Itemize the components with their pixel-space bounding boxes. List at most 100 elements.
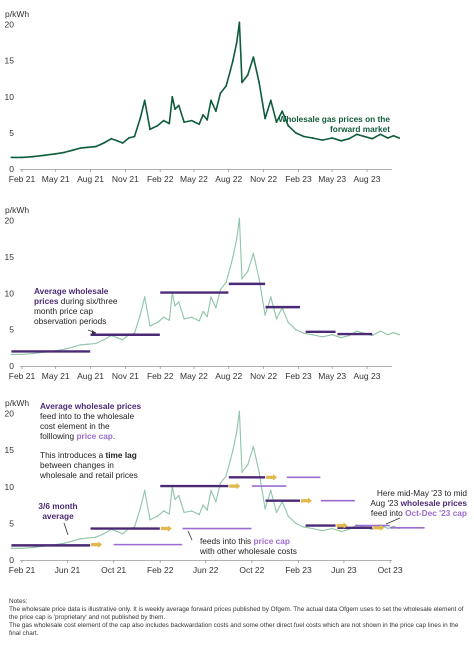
x-tick-label: May 21 <box>42 174 70 184</box>
p3-feeds-line-2: with other wholesale costs <box>199 546 297 556</box>
x-tick-label: Jun 23 <box>331 565 357 575</box>
p3-text-line-5-part-1: time lag <box>105 450 136 460</box>
x-tick-label: Nov 21 <box>112 174 139 184</box>
data-point <box>235 41 238 44</box>
data-point <box>340 337 342 339</box>
y-tick-label: 10 <box>5 288 15 298</box>
y-tick-label: 20 <box>5 409 15 419</box>
data-point <box>206 509 208 511</box>
p3-text-line-2: feed into to the wholesale <box>40 411 134 421</box>
y-unit-label: p/kWh <box>5 398 29 408</box>
annotation-average-line-4: observation periods <box>34 316 106 326</box>
data-point <box>321 139 324 142</box>
data-point <box>241 471 243 473</box>
data-point <box>287 515 289 517</box>
p3-text-line-3: cost element in the <box>40 421 110 431</box>
x-tick-label: Feb 21 <box>9 174 36 184</box>
x-tick-label: Nov 22 <box>250 174 277 184</box>
data-point <box>287 124 290 127</box>
data-point <box>110 137 113 140</box>
notes-heading: Notes: <box>9 598 28 605</box>
y-tick-label: 0 <box>9 164 14 174</box>
data-point <box>331 334 333 336</box>
data-point <box>149 325 151 327</box>
chart-figure: p/kWh 0 5 10 15 20 Feb 21 May 21 Aug 21 Nov 21 Feb… <box>5 9 468 575</box>
data-point <box>143 99 146 102</box>
data-point <box>363 135 366 138</box>
p3-text-line-5: This introduces a time lag <box>40 450 137 460</box>
data-point <box>10 156 13 159</box>
data-point <box>174 305 176 307</box>
data-point <box>321 336 323 338</box>
data-point <box>236 431 238 433</box>
data-point <box>303 332 305 334</box>
data-point <box>183 318 185 320</box>
p3-text-line-7: wholesale and retail prices <box>39 470 138 480</box>
data-point <box>21 547 23 549</box>
data-point <box>10 547 13 549</box>
data-point <box>121 142 124 144</box>
data-point <box>225 281 227 284</box>
data-point <box>183 121 186 123</box>
data-point <box>386 137 389 139</box>
p3-text-line-1-part-0: Average wholesale prices <box>40 401 142 411</box>
data-point <box>43 154 46 157</box>
p3-right-line-2-part-1: wholesale prices <box>400 498 468 508</box>
data-point <box>387 334 389 336</box>
data-point <box>355 133 358 136</box>
x-tick-label: Aug 21 <box>77 174 104 184</box>
data-point <box>87 146 89 149</box>
p3-right-line-3-part-0: feed into <box>371 508 405 518</box>
lag-arrow-4 <box>300 497 312 504</box>
lag-arrow-6 <box>373 524 385 532</box>
data-point <box>215 307 217 309</box>
data-point <box>103 339 105 341</box>
data-point <box>238 410 241 413</box>
data-point <box>102 142 105 144</box>
x-tick-label: May 22 <box>180 371 208 381</box>
notes-line-2: The gas wholesale cost element of the ca… <box>9 622 459 637</box>
data-point <box>311 137 314 139</box>
data-point <box>356 330 358 332</box>
data-point <box>206 119 209 121</box>
p3-avg-label-2: average <box>42 511 74 521</box>
y-tick-label: 15 <box>5 445 15 455</box>
data-point <box>398 334 400 336</box>
data-point <box>264 117 266 120</box>
data-point <box>162 316 165 318</box>
p3-feeds-line-1-part-1: price cap <box>254 536 290 546</box>
annotation-average-line-2-part-1: during six/three <box>58 296 117 306</box>
data-point <box>219 482 222 484</box>
data-point <box>139 508 141 510</box>
x-tick-label: Aug 22 <box>215 174 242 184</box>
data-point <box>321 530 323 532</box>
data-point <box>202 114 204 116</box>
data-point <box>116 530 118 533</box>
annotation-average-line-2: prices during six/three <box>34 296 118 306</box>
data-point <box>252 445 255 448</box>
data-point <box>210 489 212 492</box>
data-point <box>238 217 241 220</box>
data-point <box>302 135 305 138</box>
x-tick-label: Oct 23 <box>378 565 403 575</box>
x-tick-label: Feb 23 <box>285 371 312 381</box>
data-point <box>247 270 249 273</box>
data-point <box>331 527 333 530</box>
y-unit-label: p/kWh <box>5 9 29 19</box>
panel-average-wholesale-prices: p/kWh 0 5 10 15 20 Feb 21 May 21 Aug 21 Nov 21 Feb… <box>5 205 400 381</box>
p3-right-line-1: Here mid-May '23 to mid <box>377 488 467 498</box>
annotation-wholesale-line-2: forward market <box>330 124 390 134</box>
data-point <box>31 546 34 549</box>
data-point <box>206 315 208 318</box>
x-tick-label: Nov 21 <box>112 371 139 381</box>
data-point <box>95 536 97 538</box>
x-tick-label: Feb 21 <box>9 371 36 381</box>
data-point <box>379 330 381 332</box>
x-tick-label: Aug 23 <box>354 371 381 381</box>
lag-arrow-0 <box>91 541 103 548</box>
data-point <box>191 510 193 512</box>
data-point <box>275 511 278 514</box>
x-tick-label: May 23 <box>318 174 346 184</box>
data-point <box>116 337 118 339</box>
data-point <box>71 149 74 152</box>
